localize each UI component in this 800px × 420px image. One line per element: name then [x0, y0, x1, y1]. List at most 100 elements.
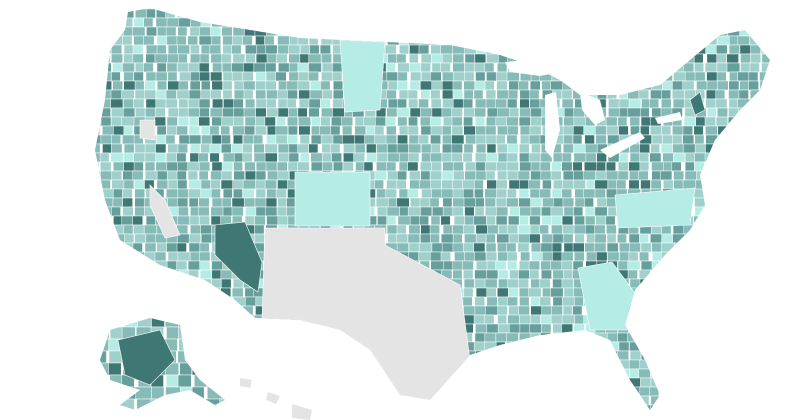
county	[705, 215, 719, 226]
county	[474, 53, 487, 64]
county	[607, 62, 621, 73]
county	[144, 278, 155, 289]
county	[365, 414, 375, 420]
county	[773, 9, 786, 18]
county	[673, 386, 686, 397]
county	[386, 107, 399, 118]
county	[704, 188, 716, 199]
county	[651, 305, 663, 316]
county	[244, 215, 255, 226]
county	[199, 215, 210, 226]
county	[717, 143, 728, 154]
county	[244, 116, 257, 127]
county	[694, 134, 705, 145]
county	[750, 278, 761, 289]
county	[121, 398, 135, 410]
county	[376, 206, 388, 217]
county	[266, 188, 278, 199]
county	[553, 8, 563, 19]
county	[132, 242, 143, 253]
county	[750, 8, 764, 19]
county	[221, 278, 232, 289]
county	[136, 411, 151, 420]
county	[265, 62, 277, 73]
county	[750, 44, 762, 55]
county	[705, 296, 717, 307]
county	[640, 377, 652, 388]
county	[398, 188, 410, 199]
county	[275, 350, 288, 361]
county	[617, 233, 627, 244]
county	[727, 395, 739, 406]
county	[95, 395, 102, 406]
county	[550, 287, 564, 298]
county	[452, 188, 465, 199]
county	[540, 414, 553, 420]
county	[506, 44, 520, 55]
county	[595, 134, 607, 145]
county	[233, 161, 243, 172]
county	[485, 8, 499, 19]
county	[563, 71, 575, 82]
county	[595, 125, 607, 136]
county	[332, 8, 345, 10]
county	[561, 332, 574, 343]
county	[192, 398, 206, 410]
county	[762, 414, 772, 420]
county	[539, 161, 551, 172]
county	[507, 26, 520, 37]
county	[574, 197, 586, 208]
county	[267, 170, 279, 181]
county	[95, 98, 100, 109]
county	[673, 260, 685, 271]
county	[211, 17, 224, 28]
county	[707, 404, 721, 410]
county	[772, 108, 783, 117]
county	[627, 395, 641, 406]
county	[396, 53, 407, 64]
county	[463, 305, 476, 316]
county	[102, 125, 115, 136]
county	[320, 116, 331, 127]
county	[618, 8, 632, 10]
county	[110, 89, 124, 100]
county	[311, 116, 323, 127]
county	[705, 287, 716, 298]
county	[508, 215, 520, 226]
county	[443, 395, 455, 406]
county	[563, 206, 575, 217]
county	[540, 35, 554, 46]
county	[617, 161, 629, 172]
county	[198, 404, 212, 410]
county	[188, 62, 200, 73]
county	[188, 233, 201, 244]
county	[199, 71, 210, 82]
county	[575, 35, 588, 46]
county	[100, 398, 111, 410]
county	[498, 53, 509, 64]
county	[100, 386, 107, 400]
county	[244, 359, 255, 370]
county	[95, 368, 101, 379]
county	[442, 98, 455, 109]
county	[531, 414, 540, 420]
county	[660, 323, 673, 334]
county	[672, 368, 685, 379]
county	[90, 414, 103, 420]
county	[574, 188, 585, 199]
county	[561, 8, 573, 10]
county	[110, 386, 121, 397]
county	[662, 386, 673, 397]
county	[475, 395, 487, 406]
county	[440, 17, 451, 28]
county	[190, 44, 200, 55]
county	[451, 125, 464, 136]
county	[365, 404, 378, 410]
county	[297, 143, 310, 154]
county	[333, 161, 344, 172]
county	[288, 107, 298, 118]
county	[430, 215, 441, 226]
county	[122, 17, 133, 28]
county	[430, 152, 443, 163]
county	[243, 17, 255, 28]
